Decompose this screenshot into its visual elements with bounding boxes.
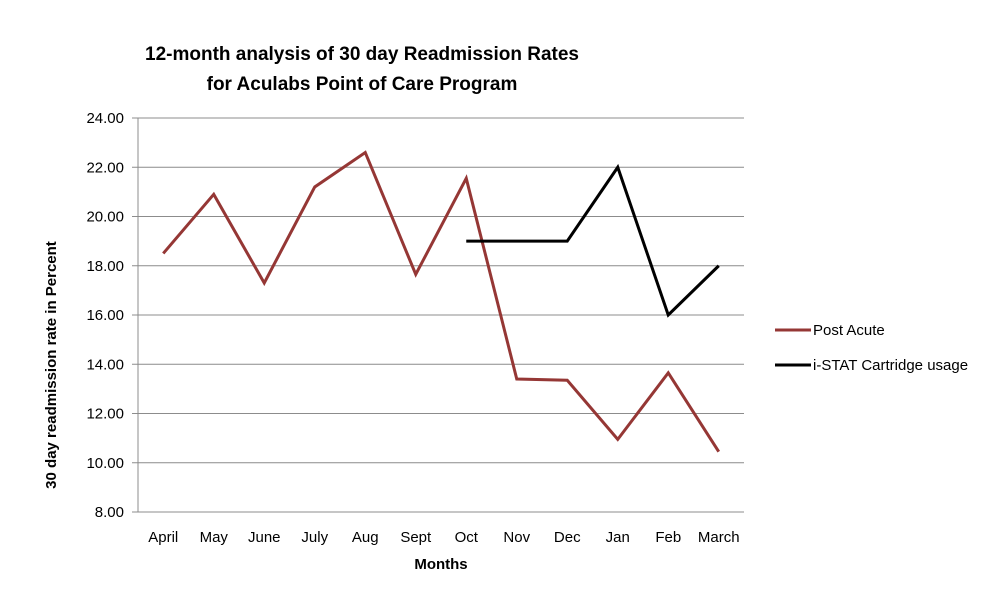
axes [137, 118, 744, 513]
x-axis-title: Months [414, 556, 467, 573]
x-tick-labels: April May June July Aug Sept Oct Nov Dec Jan Feb Ma… [148, 529, 739, 546]
y-tick-label: 8.00 [95, 504, 124, 521]
series-lines [162, 150, 721, 453]
chart-title-line-1: 12-month analysis of 30 day Readmission … [145, 44, 579, 65]
y-tick-label: 10.00 [86, 455, 124, 472]
x-tick-label: March [698, 529, 740, 546]
series-line-2 [466, 163, 720, 318]
x-tick-label: June [248, 529, 281, 546]
x-tick-label: May [200, 529, 229, 546]
x-tick-label: April [148, 529, 178, 546]
x-tick-label: Sept [400, 529, 432, 546]
legend: Post Acute i-STAT Cartridge usage [775, 322, 968, 374]
x-tick-label: Nov [503, 529, 530, 546]
x-tick-label: Jan [606, 529, 630, 546]
y-tick-label: 20.00 [86, 209, 124, 226]
y-tick-labels: 8.00 10.00 12.00 14.00 16.00 18.00 20.00 22.00 2… [86, 110, 124, 521]
x-tick-label: Dec [554, 529, 581, 546]
x-tick-label: Aug [352, 529, 379, 546]
y-tick-label: 12.00 [86, 406, 124, 423]
y-tick-label: 16.00 [86, 307, 124, 324]
gridlines [132, 117, 744, 513]
legend-label: Post Acute [813, 322, 885, 339]
legend-label: i-STAT Cartridge usage [813, 357, 968, 374]
x-tick-label: Oct [455, 529, 479, 546]
y-tick-label: 14.00 [86, 356, 124, 373]
y-tick-label: 22.00 [86, 159, 124, 176]
y-tick-label: 18.00 [86, 258, 124, 275]
y-tick-label: 24.00 [86, 110, 124, 127]
series-line-1 [162, 150, 721, 453]
y-axis-title: 30 day readmission rate in Percent [43, 241, 60, 489]
chart-title-line-2: for Aculabs Point of Care Program [207, 74, 518, 95]
x-tick-label: July [301, 529, 328, 546]
chart-title: 12-month analysis of 30 day Readmission … [145, 44, 579, 95]
x-tick-label: Feb [655, 529, 681, 546]
